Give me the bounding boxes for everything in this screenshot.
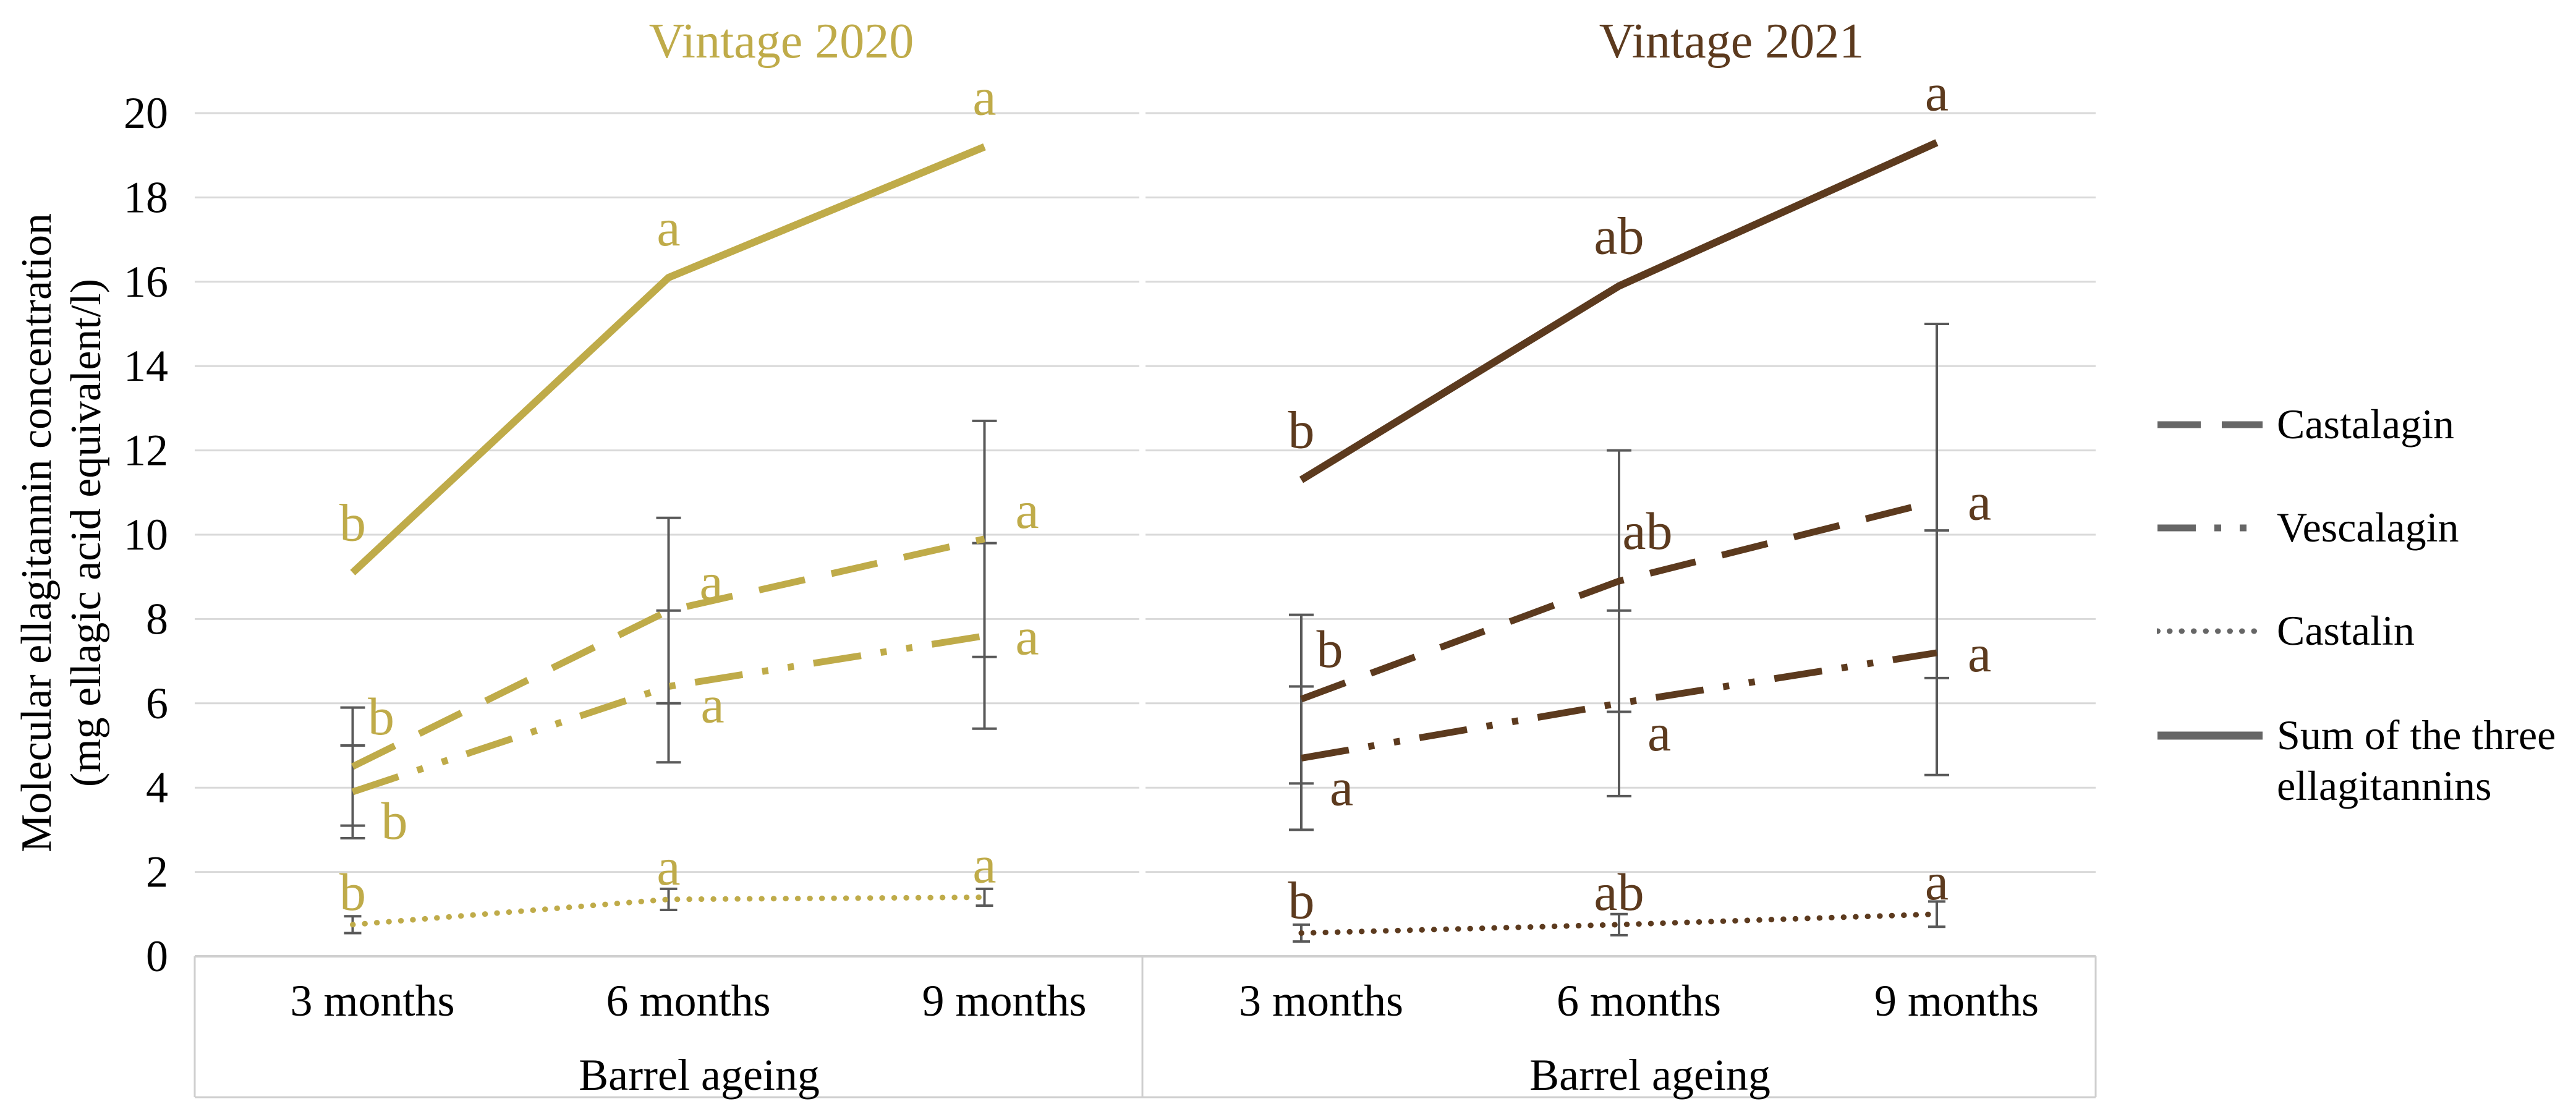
error-bar-castalin	[976, 887, 993, 907]
sig-letter: a	[1968, 624, 1991, 683]
y-axis-title-line2: (mg ellagic acid equivalent/l)	[62, 278, 110, 788]
panel-title-2021: Vintage 2021	[1599, 14, 1864, 69]
category-label: 9 months	[1874, 976, 2039, 1026]
sig-letter: b	[1288, 870, 1315, 930]
series-line-castalin-panel-1	[1298, 911, 1940, 936]
series-line-castalagin-panel-1	[1300, 498, 1938, 703]
category-label: 3 months	[290, 976, 454, 1026]
sig-letter: a	[1925, 63, 1949, 122]
y-axis-title-line1: Molecular ellagitannin concentration	[13, 213, 61, 853]
sig-letters-panel-0: b a a b a a b a a b a a	[339, 67, 1039, 922]
y-axis-title: Molecular ellagitannin concentration (mg…	[12, 213, 111, 852]
sig-letter: a	[1330, 757, 1353, 817]
error-bar-castalin	[1928, 900, 1945, 928]
sig-letter: ab	[1594, 862, 1644, 922]
sig-letter: b	[368, 687, 394, 746]
category-labels-panel-0: 3 months 6 months 9 months	[290, 976, 1086, 1026]
sig-letter: ab	[1622, 501, 1672, 561]
error-bar-castalagin	[1924, 323, 1949, 679]
error-bar-castalagin	[656, 516, 681, 705]
y-tick-label: 6	[146, 679, 168, 728]
error-bar-castalin	[1610, 912, 1628, 936]
error-bars-panel-1	[1289, 323, 1949, 943]
category-label: 3 months	[1239, 976, 1403, 1026]
axis-label-box	[193, 955, 2097, 1098]
y-tick-label: 20	[124, 88, 168, 138]
y-tick-label: 18	[124, 172, 168, 222]
sig-letter: b	[339, 862, 366, 922]
y-tick-label: 0	[146, 932, 168, 981]
sig-letter: a	[972, 835, 996, 894]
sig-letter: b	[381, 791, 408, 851]
sig-letter: a	[1647, 703, 1671, 762]
sig-letter: b	[1317, 619, 1343, 679]
x-axis-title-2020: Barrel ageing	[579, 1050, 820, 1100]
sig-letter: a	[1016, 607, 1039, 666]
y-tick-label: 8	[146, 594, 168, 643]
sig-letter: a	[657, 837, 680, 896]
sig-letter: a	[1968, 472, 1991, 531]
y-tick-label: 16	[124, 257, 168, 307]
error-bar-castalin	[660, 887, 678, 911]
y-tick-label: 12	[124, 426, 168, 475]
series-lines-panel-0	[350, 143, 987, 928]
sig-letter: a	[972, 67, 996, 127]
sig-letter: a	[701, 675, 725, 734]
category-label: 9 months	[922, 976, 1086, 1026]
y-tick-labels: 0 2 4 6 8 10 12 14 16 18 20	[124, 88, 168, 981]
category-label: 6 months	[606, 976, 770, 1026]
sig-letter: a	[657, 198, 680, 257]
sig-letter: a	[1016, 480, 1039, 540]
sig-letter: b	[339, 493, 366, 552]
sig-letter: a	[1925, 852, 1949, 911]
x-axis-title-2021: Barrel ageing	[1529, 1050, 1770, 1100]
y-tick-label: 14	[124, 341, 168, 391]
sig-letter: a	[700, 552, 723, 611]
sig-letter: b	[1288, 400, 1315, 459]
panel-title-2020: Vintage 2020	[648, 14, 914, 69]
y-tick-label: 10	[124, 510, 168, 559]
series-lines-panel-1	[1298, 139, 1940, 936]
series-line-sum-of-the-three-ellagitannins-panel-1	[1299, 139, 1939, 483]
gridlines	[195, 112, 2096, 873]
category-labels-panel-1: 3 months 6 months 9 months	[1239, 976, 2039, 1026]
y-tick-label: 4	[146, 763, 168, 812]
y-tick-label: 2	[146, 847, 168, 897]
series-line-sum-of-the-three-ellagitannins-panel-0	[350, 143, 986, 575]
series-line-castalagin-panel-0	[351, 535, 985, 770]
category-label: 6 months	[1557, 976, 1721, 1026]
sig-letter: ab	[1594, 206, 1644, 266]
